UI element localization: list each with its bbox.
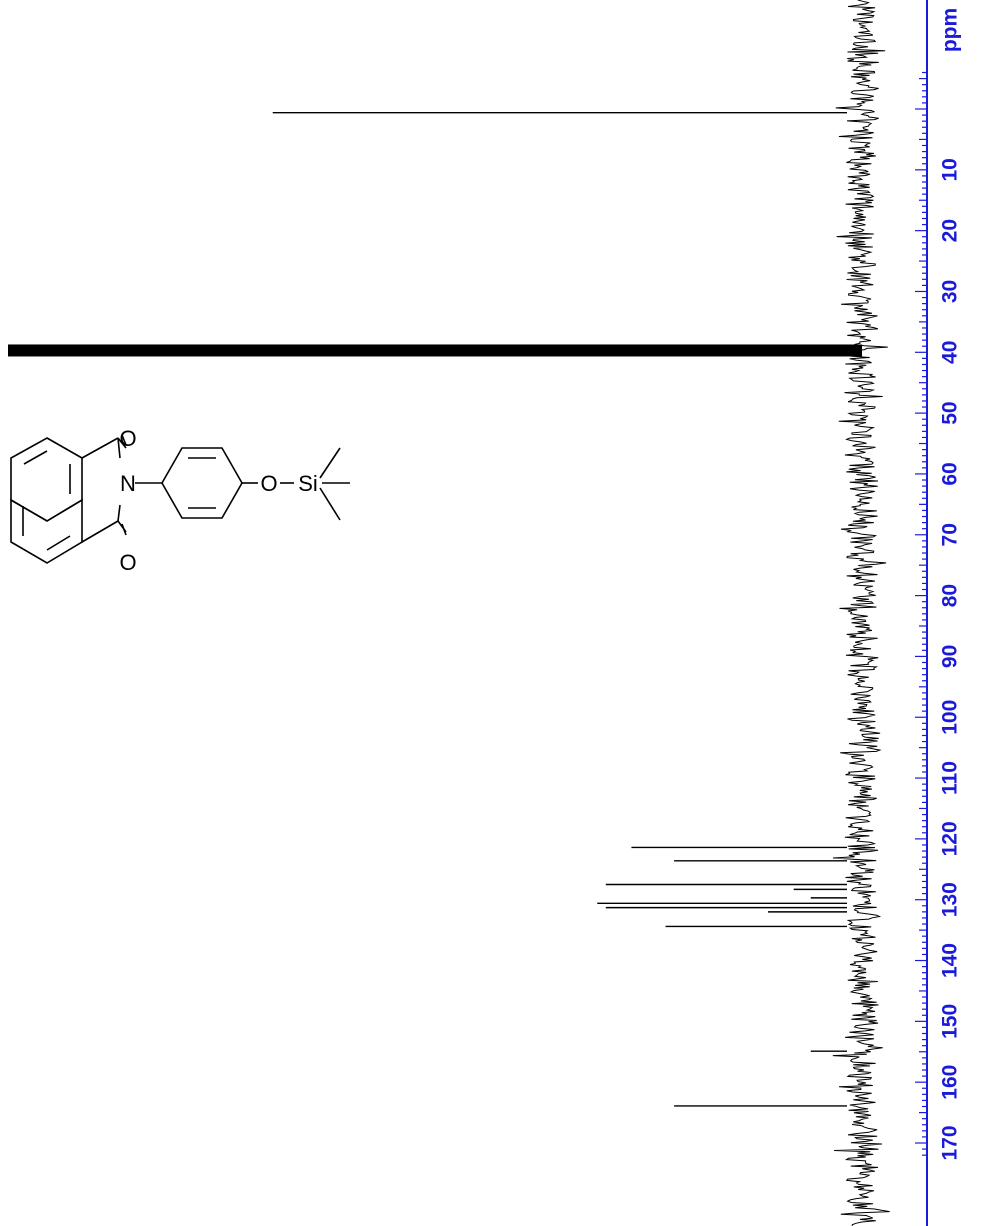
ppm-axis: 10 20 30 40 50 60 70 80 90 100 110 120 130 140 150 160 1… (915, 0, 962, 1226)
y-axis-label: ppm (939, 8, 962, 52)
y-tick-label: 90 (939, 645, 962, 668)
y-tick-label: 80 (939, 584, 962, 607)
bond (117, 437, 127, 449)
atom-label-o-ether: O (260, 471, 277, 496)
y-tick-label: 10 (939, 158, 962, 181)
atom-label-n: N (120, 471, 136, 496)
y-tick-label: 60 (939, 462, 962, 485)
atom-label-o-bottom: O (119, 550, 136, 575)
y-tick-label: 120 (939, 821, 962, 856)
y-tick-label: 140 (939, 943, 962, 978)
bond (117, 504, 121, 522)
y-tick-label: 170 (939, 1125, 962, 1160)
atom-label-o-top: O (119, 426, 136, 451)
y-tick-label: 160 (939, 1065, 962, 1100)
naphthalene-ring-lower (10, 498, 83, 564)
y-tick-label: 70 (939, 523, 962, 546)
y-tick-label: 30 (939, 280, 962, 303)
baseline-noise-trace (832, 0, 890, 1226)
peak-1 (8, 344, 862, 357)
baseline-noise (832, 0, 890, 1226)
y-tick-label: 50 (939, 401, 962, 424)
bond (117, 437, 121, 459)
chemical-structure: O O N O Si (10, 426, 350, 575)
y-tick-label: 20 (939, 219, 962, 242)
bond (81, 437, 119, 459)
y-tick-label: 100 (939, 700, 962, 735)
y-tick-label: 40 (939, 341, 962, 364)
y-tick-label: 130 (939, 882, 962, 917)
carbonyl-bond (121, 523, 127, 536)
y-tick-label: 110 (939, 761, 962, 795)
methyl-bond (319, 447, 341, 479)
double-bond (46, 535, 71, 551)
carbonyl-bond (121, 434, 127, 446)
y-tick-label: 150 (939, 1004, 962, 1039)
methyl-bond (319, 487, 341, 521)
bond (81, 520, 119, 543)
double-bond (23, 450, 48, 465)
peak-series (8, 111, 862, 1107)
atom-label-si: Si (298, 471, 318, 496)
